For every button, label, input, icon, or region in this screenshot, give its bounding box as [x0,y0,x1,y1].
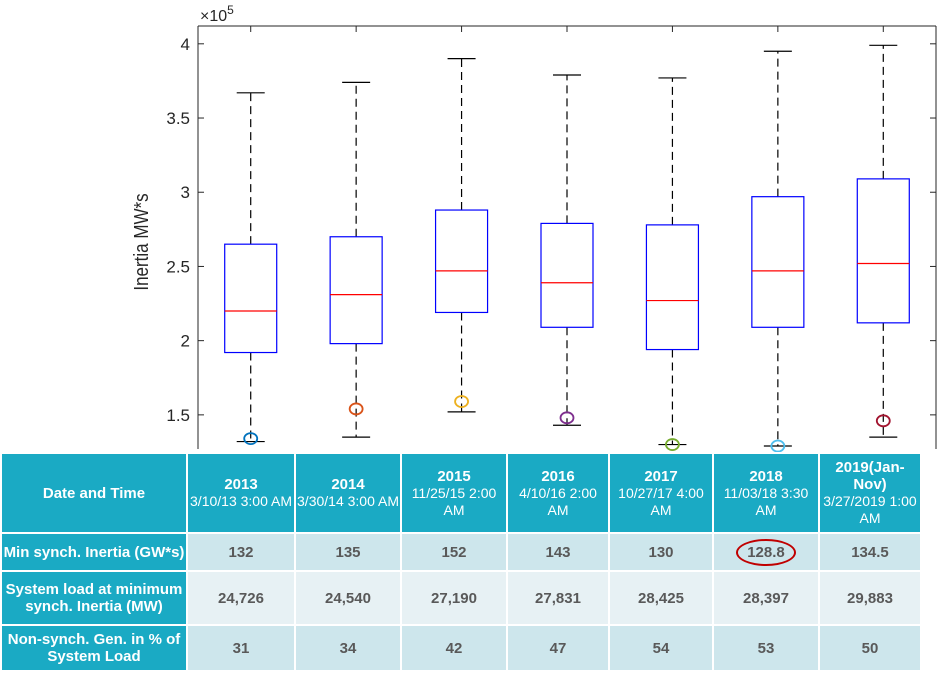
y-tick-label: 3 [181,183,190,202]
box-2019(Jan-Nov) [856,44,910,438]
iqr-box [434,209,489,314]
iqr-box [645,224,700,351]
box-series [224,44,910,452]
inertia-boxplot: 1.5 2 2.5 3 3.5 4 Inertia MW*s ×105 [130,3,937,452]
table-cell: 28,425 [608,570,714,626]
min-inertia-marker [454,395,469,408]
axis-labels: Inertia MW*s ×105 [130,3,234,291]
y-tick-label: 2.5 [166,257,190,276]
table-cell: 132 [186,532,296,572]
min-inertia-marker [348,402,364,416]
y-axis-label: Inertia MW*s [130,193,153,290]
column-date: 3/30/14 3:00 AM [297,493,399,509]
column-date: 11/25/15 2:00 AM [411,484,497,518]
column-year: 2018 [749,467,783,485]
column-year: 2016 [541,467,575,485]
table-cell: 135 [294,532,402,572]
min-inertia-marker [665,438,680,451]
box-2017 [645,77,700,451]
min-inertia-marker [559,411,575,425]
column-header: 2019(Jan-Nov) 3/27/2019 1:00 AM [818,452,922,534]
min-inertia-marker [243,432,259,446]
column-date: 3/10/13 3:00 AM [190,493,292,509]
column-date: 4/10/16 2:00 AM [519,484,597,518]
highlight-circle: 128.8 [736,538,796,566]
table-row: System load at minimum synch. Inertia (M… [0,570,922,626]
column-header: 2018 11/03/18 3:30 AM [712,452,820,534]
y-tick-label: 2 [181,332,190,351]
table-cell: 152 [400,532,508,572]
column-header: 2017 10/27/17 4:00 AM [608,452,714,534]
iqr-box [540,222,594,328]
column-year: 2019(Jan-Nov) [835,459,905,493]
table-cell: 50 [818,624,922,672]
iqr-box [224,243,278,354]
column-header: 2013 3/10/13 3:00 AM [186,452,296,534]
min-inertia-marker [770,439,786,452]
column-date: 3/27/2019 1:00 AM [823,493,917,526]
svg-text:×105: ×105 [200,3,234,25]
column-header: 2015 11/25/15 2:00 AM [400,452,508,534]
iqr-box [856,178,910,324]
table-cell: 27,190 [400,570,508,626]
box-2013 [224,92,278,446]
table-cell: 24,726 [186,570,296,626]
table-cell: 143 [506,532,610,572]
plot-axes: 1.5 2 2.5 3 3.5 4 [166,25,937,449]
table-cell: 28,397 [712,570,820,626]
table-cell: 24,540 [294,570,402,626]
column-date: 10/27/17 4:00 AM [618,484,704,518]
box-2016 [540,74,594,426]
inertia-data-table: Date and Time 2013 3/10/13 3:00 AM 2014 3/… [0,452,922,672]
table-cell: 31 [186,624,296,672]
min-inertia-marker [875,414,891,428]
column-year: 2013 [224,476,258,493]
header-label: Date and Time [0,452,188,534]
table-row: Min synch. Inertia (GW*s) 132 135 152 14… [0,532,922,572]
table-header-row: Date and Time 2013 3/10/13 3:00 AM 2014 3/… [0,452,922,534]
box-2014 [329,81,383,438]
column-header: 2014 3/30/14 3:00 AM [294,452,402,534]
y-exponent-power: 5 [227,3,234,17]
y-tick-label: 4 [181,35,190,54]
row-label: Non-synch. Gen. in % of System Load [0,624,188,672]
table-cell: 29,883 [818,570,922,626]
table-cell: 47 [506,624,610,672]
column-year: 2017 [644,467,678,485]
table-cell: 53 [712,624,820,672]
table-cell: 134.5 [818,532,922,572]
table-cell: 42 [400,624,508,672]
table-cell: 130 [608,532,714,572]
y-exponent-base: ×10 [200,8,227,25]
column-header: 2016 4/10/16 2:00 AM [506,452,610,534]
table-cell: 34 [294,624,402,672]
table-cell: 27,831 [506,570,610,626]
iqr-box [329,236,383,345]
y-tick-label: 1.5 [166,406,190,425]
box-2018 [751,50,805,452]
table-row: Non-synch. Gen. in % of System Load 31 3… [0,624,922,672]
column-year: 2015 [437,467,471,485]
iqr-box [751,196,805,328]
column-year: 2014 [331,476,365,493]
table-cell-highlighted: 128.8 [712,532,820,572]
row-label: Min synch. Inertia (GW*s) [0,532,188,572]
box-2015 [434,58,489,413]
row-label: System load at minimum synch. Inertia (M… [0,570,188,626]
column-date: 11/03/18 3:30 AM [723,484,809,518]
y-tick-label: 3.5 [166,109,190,128]
table-cell: 54 [608,624,714,672]
